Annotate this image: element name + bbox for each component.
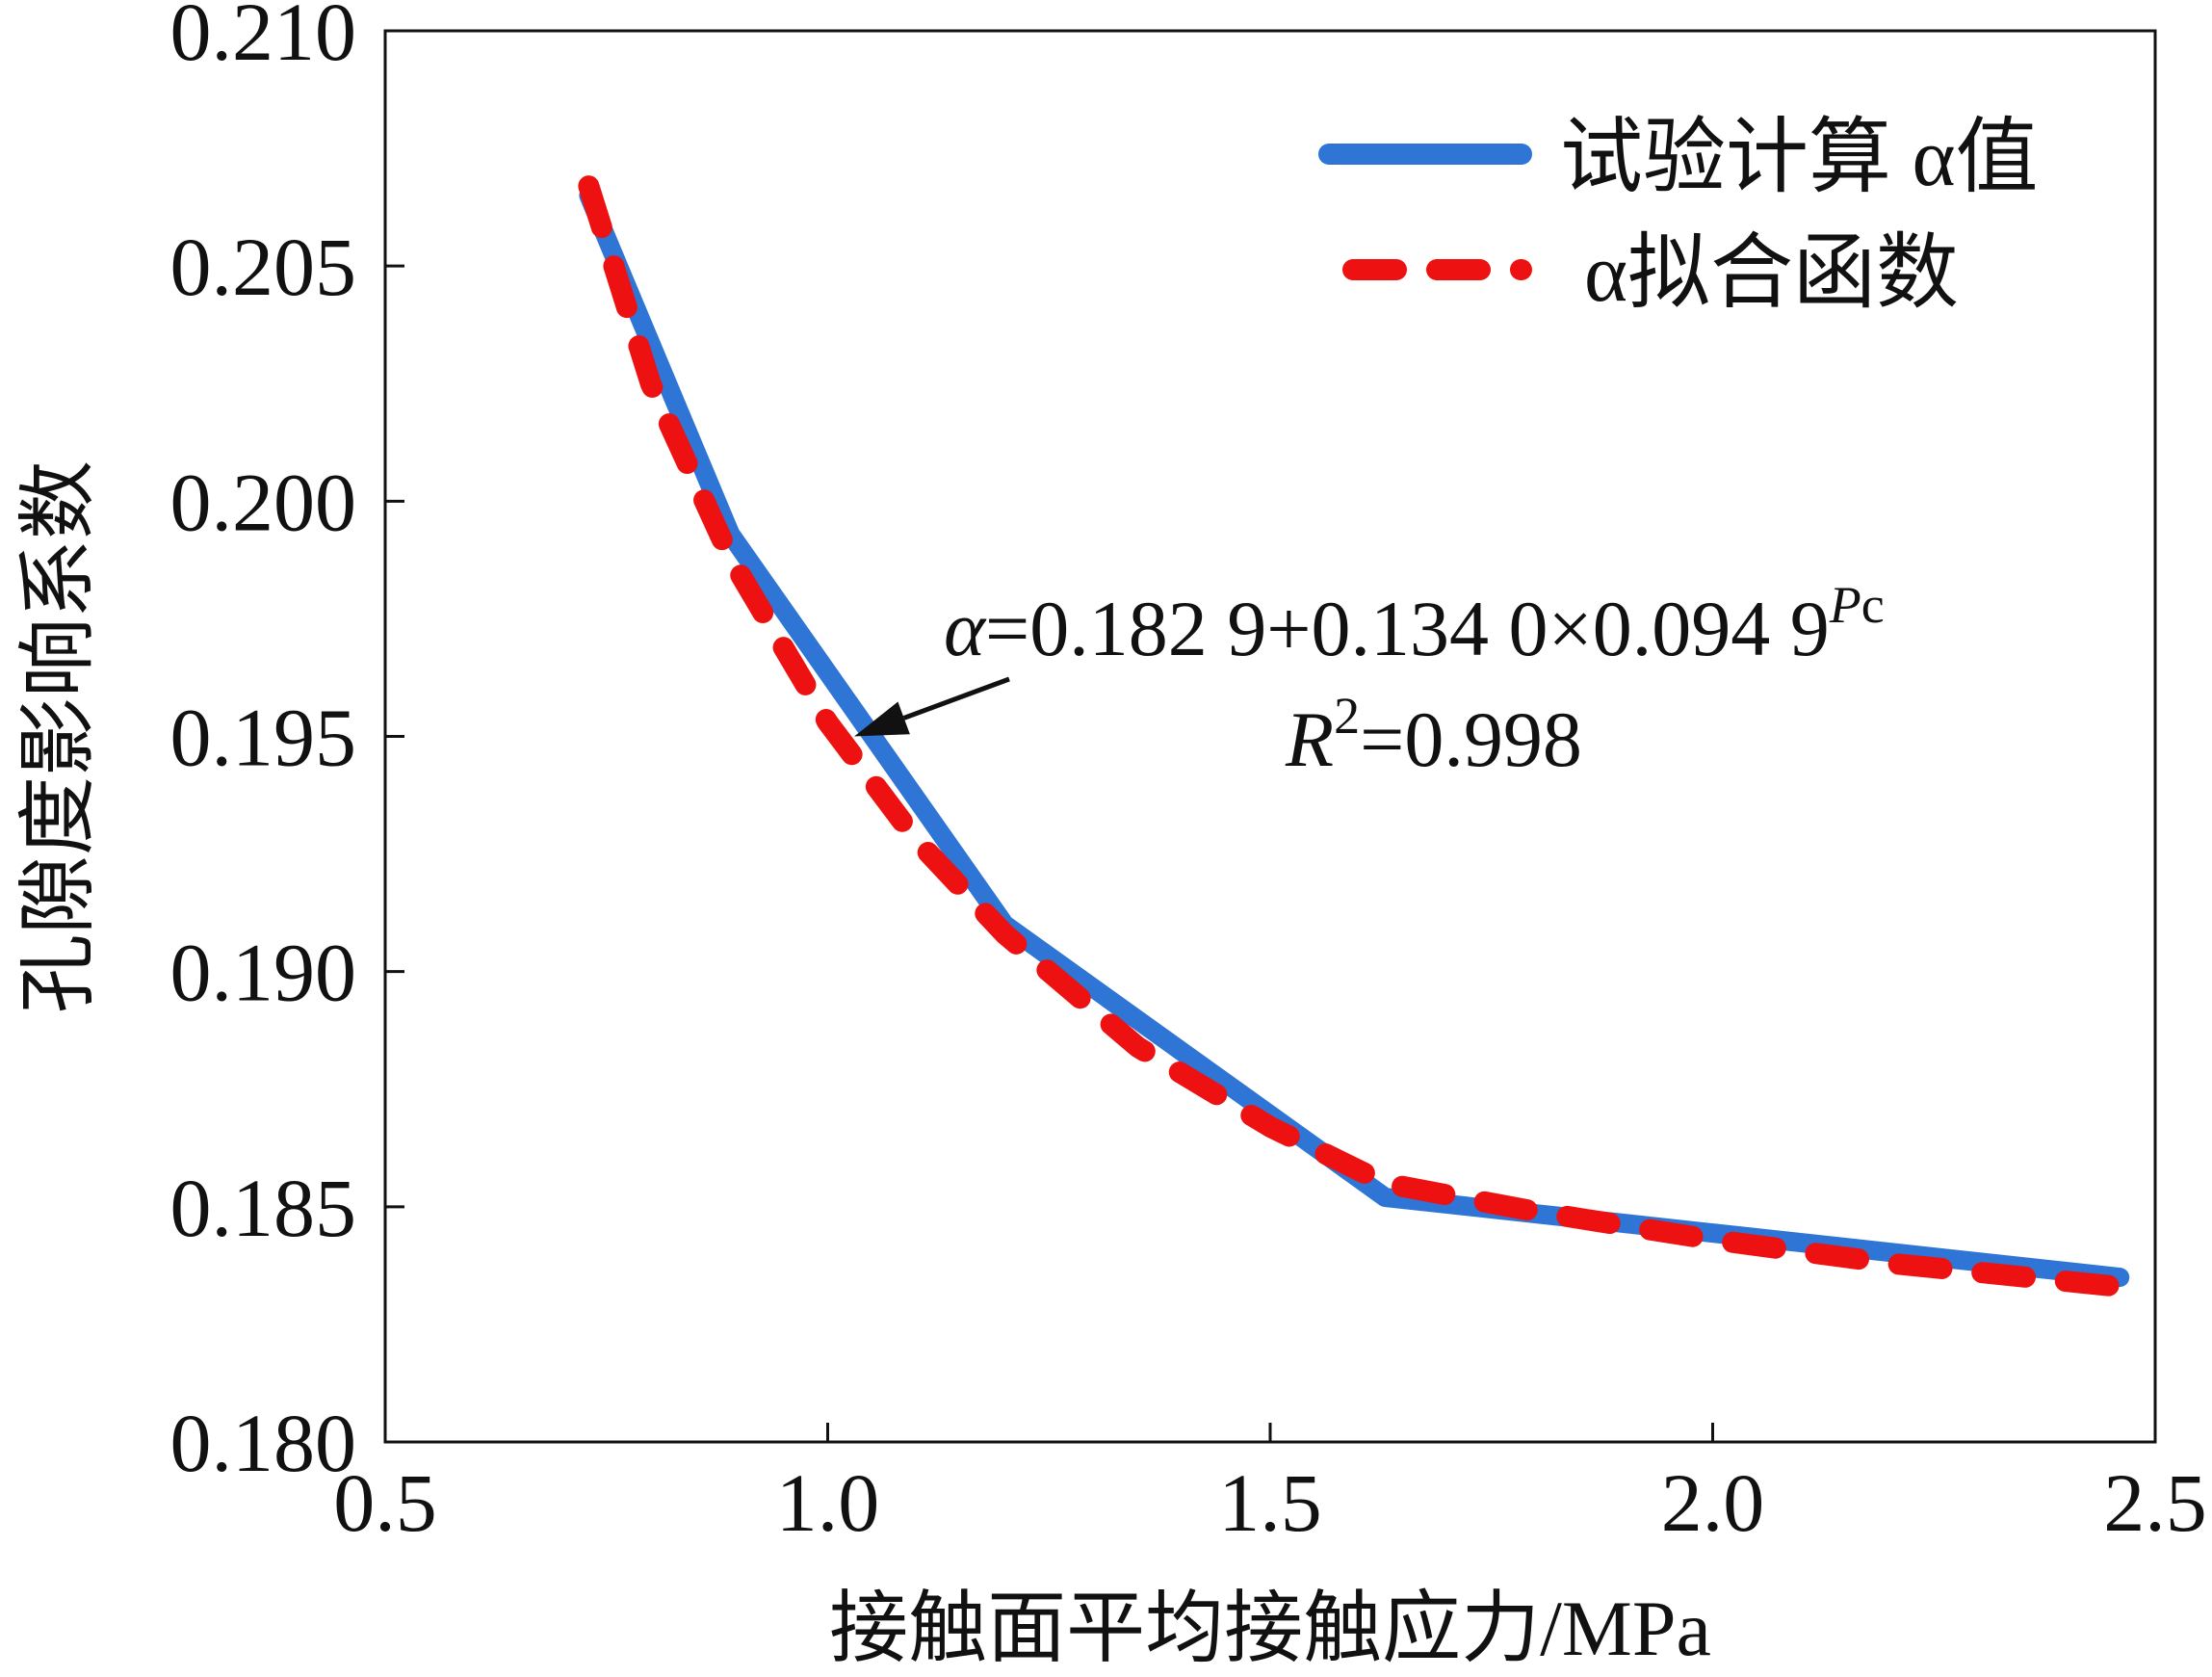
annotation-arrow-head xyxy=(854,701,910,737)
legend: 试验计算 α值 α拟合函数 xyxy=(1318,111,2039,319)
x-axis-title: 接触面平均接触应力/MPa xyxy=(829,1585,1711,1672)
y-tick-label: 0.190 xyxy=(170,927,357,1019)
x-tick-label: 0.5 xyxy=(333,1456,437,1549)
y-tick-label: 0.180 xyxy=(170,1397,357,1489)
x-tick-label: 1.5 xyxy=(1218,1456,1322,1549)
y-tick-label: 0.195 xyxy=(170,692,357,784)
fit-equation: α=0.182 9+0.134 0×0.094 9Pc xyxy=(944,576,1885,672)
r2-symbol: R xyxy=(1285,695,1334,783)
legend-label-experimental: 试验计算 α值 xyxy=(1560,111,2039,203)
equation-exponent-c: c xyxy=(1861,576,1885,634)
y-tick-label: 0.200 xyxy=(170,456,357,548)
r-squared: R2=0.998 xyxy=(1285,687,1582,783)
ticks-layer: 0.5 1.0 1.5 2.0 2.5 0.180 0.185 0.190 0.195 0.200… xyxy=(170,0,2207,1549)
legend-label-fit: α拟合函数 xyxy=(1584,226,1959,319)
x-tick-label: 2.0 xyxy=(1661,1456,1765,1549)
annotation-arrow-shaft xyxy=(902,676,1010,721)
equation-alpha: α xyxy=(944,585,987,672)
series-layer xyxy=(578,175,2131,1297)
x-tick-label: 2.5 xyxy=(2103,1456,2207,1549)
plot-frame xyxy=(383,29,2157,1444)
equation-exponent-p: P xyxy=(1829,576,1861,634)
fit-equation-annotation: α=0.182 9+0.134 0×0.094 9Pc R2=0.998 xyxy=(854,576,1885,783)
r2-value: =0.998 xyxy=(1360,695,1582,783)
y-tick-label: 0.205 xyxy=(170,221,357,313)
r2-exponent: 2 xyxy=(1334,687,1360,745)
y-tick-label: 0.210 xyxy=(170,0,357,78)
y-tick-label: 0.185 xyxy=(170,1162,357,1254)
x-tick-label: 1.0 xyxy=(776,1456,880,1549)
y-axis-title: 孔隙度影响系数 xyxy=(14,460,102,1013)
equation-body: =0.182 9+0.134 0×0.094 9 xyxy=(985,585,1830,672)
fit-function-line xyxy=(578,175,2131,1297)
